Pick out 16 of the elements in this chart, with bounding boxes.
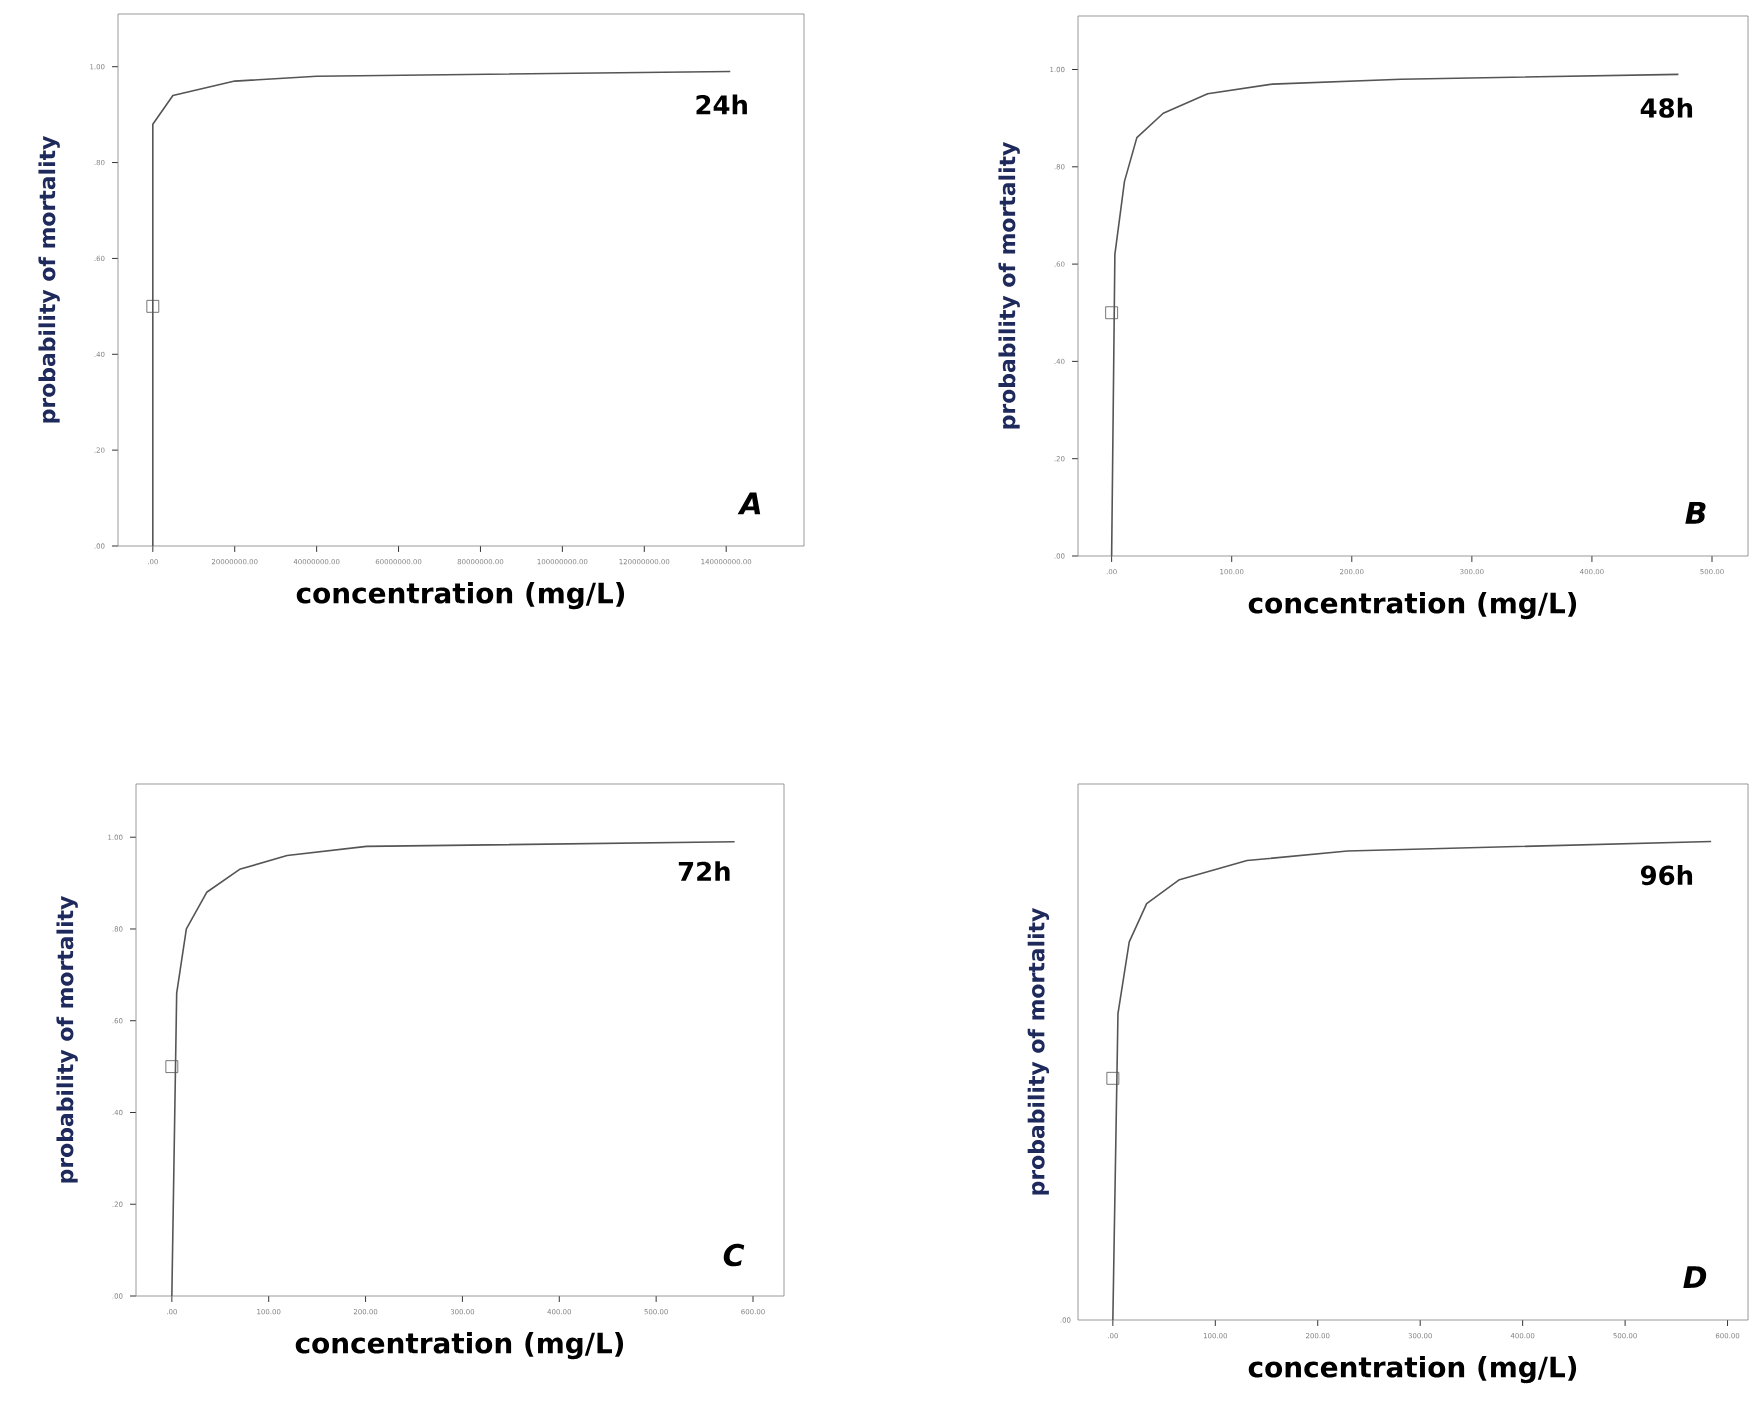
annotation: 96h — [1640, 865, 1693, 886]
annotation: B — [1685, 501, 1706, 524]
y-axis-title: probability of mortality — [998, 142, 1020, 429]
annotation: A — [737, 492, 761, 515]
y-axis-title: probability of mortality — [56, 896, 78, 1183]
annotation: C — [723, 1243, 745, 1267]
x-axis-title: concentration (mg/L) — [1248, 1355, 1577, 1384]
x-axis-title: concentration (mg/L) — [1248, 591, 1577, 620]
y-axis-title: probability of mortality — [38, 136, 60, 423]
annotation: D — [1683, 1266, 1707, 1289]
annotation: 72h — [678, 861, 730, 881]
annotation: 48h — [1640, 97, 1693, 118]
annotation: 24h — [696, 94, 747, 115]
y-axis-title: probability of mortality — [1027, 908, 1050, 1195]
x-axis-title: concentration (mg/L) — [296, 581, 625, 610]
x-axis-title: concentration (mg/L) — [295, 1331, 624, 1360]
